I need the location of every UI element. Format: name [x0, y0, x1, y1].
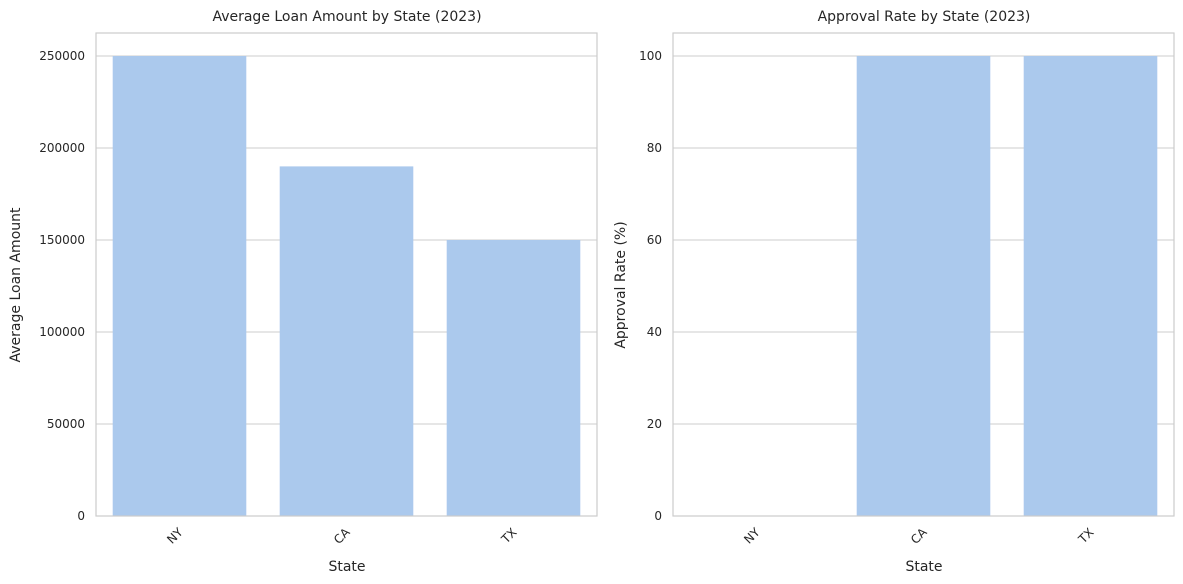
y-tick-label: 0 [77, 509, 85, 523]
bar-ny [112, 56, 247, 516]
plot-frame [672, 32, 1175, 517]
y-tick-label: 200000 [39, 141, 85, 155]
y-tick-label: 50000 [47, 417, 85, 431]
y-tick-label: 40 [647, 325, 662, 339]
y-tick-label: 0 [654, 509, 662, 523]
bar-ca [279, 166, 414, 516]
x-tick-label: NY [164, 525, 186, 547]
x-tick-label: TX [1075, 525, 1097, 547]
y-tick-label: 100000 [39, 325, 85, 339]
x-axis-label: State [328, 559, 365, 575]
y-tick-label: 60 [647, 233, 662, 247]
bar-tx [1023, 56, 1158, 516]
y-tick-label: 20 [647, 417, 662, 431]
chart-title: Average Loan Amount by State (2023) [212, 9, 481, 25]
x-axis-label: State [905, 559, 942, 575]
bar-tx [446, 240, 581, 516]
y-tick-label: 250000 [39, 49, 85, 63]
y-tick-label: 80 [647, 141, 662, 155]
bar-ca [856, 56, 991, 516]
x-tick-label: TX [498, 525, 520, 547]
y-axis-label: Approval Rate (%) [613, 221, 629, 348]
x-tick-label: NY [741, 525, 763, 547]
y-tick-label: 100 [639, 49, 662, 63]
y-tick-label: 150000 [39, 233, 85, 247]
x-tick-label: CA [908, 525, 930, 547]
chart-approval-rate: Approval Rate by State (2023) State Appr… [613, 9, 1175, 575]
y-axis-label: Average Loan Amount [8, 207, 24, 362]
chart-average-loan-amount: Average Loan Amount by State (2023) Stat… [8, 9, 598, 575]
plot-frame [95, 32, 598, 517]
chart-title: Approval Rate by State (2023) [818, 9, 1031, 25]
x-tick-label: CA [331, 525, 353, 547]
